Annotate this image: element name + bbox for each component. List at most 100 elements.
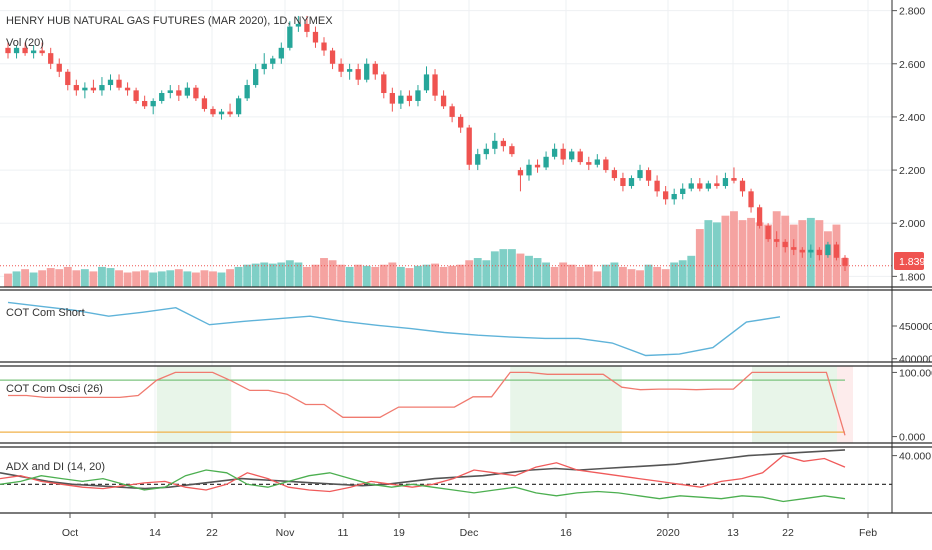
osci-tick-label: 0.000 — [899, 432, 925, 444]
candle-body — [329, 50, 336, 64]
x-tick-label: Oct — [62, 527, 78, 539]
x-tick-label: 14 — [149, 527, 161, 539]
candle-body — [193, 87, 199, 99]
candle-body — [466, 127, 472, 165]
volume-bar — [610, 262, 619, 287]
candle-body — [756, 207, 763, 226]
candle-body — [594, 159, 600, 165]
volume-bar — [738, 220, 747, 287]
candle-body — [287, 26, 293, 48]
x-tick-label: 22 — [206, 527, 218, 539]
volume-bar — [183, 271, 192, 287]
candle-body — [227, 111, 233, 115]
volume-bar — [4, 273, 12, 287]
candle-body — [278, 47, 284, 59]
candle-body — [458, 116, 464, 128]
candle-body — [440, 95, 447, 107]
candle-body — [406, 95, 413, 101]
volume-bar — [396, 266, 405, 287]
volume-bar — [251, 263, 260, 287]
candle-body — [449, 106, 455, 117]
volume-bar — [593, 271, 602, 287]
candle-body — [338, 63, 344, 72]
candle-body — [816, 249, 823, 256]
volume-bar — [422, 264, 431, 287]
x-tick-label: 16 — [560, 527, 572, 539]
volume-bar — [337, 264, 346, 287]
volume-bar — [226, 269, 234, 287]
volume-bar — [21, 269, 30, 287]
volume-bar — [473, 258, 482, 287]
candle-body — [90, 87, 97, 91]
volume-bar — [123, 272, 132, 287]
candle-body — [654, 180, 660, 192]
volume-bar — [405, 268, 414, 287]
volume-bar — [285, 260, 294, 287]
candle-body — [714, 183, 720, 187]
volume-bar — [567, 264, 576, 287]
candle-body — [791, 247, 797, 250]
candle-body — [534, 164, 541, 168]
candle-body — [543, 156, 549, 168]
volume-bar — [772, 211, 781, 287]
candle-body — [483, 148, 489, 155]
x-tick-label: Dec — [460, 527, 479, 539]
x-tick-label: 19 — [393, 527, 405, 539]
volume-bar — [80, 269, 89, 287]
candle-body — [304, 23, 310, 32]
candle-body — [560, 148, 566, 160]
candle-body — [526, 164, 532, 176]
indicator-label-cot-short: COT Com Short — [6, 307, 85, 319]
candle-body — [5, 47, 11, 54]
volume-bar — [704, 220, 713, 287]
volume-bar — [362, 265, 371, 287]
price-tick-label: 2.800 — [899, 6, 925, 18]
candle-body — [364, 63, 370, 80]
volume-bar — [72, 270, 81, 287]
osci-line — [8, 371, 846, 436]
volume-bar — [695, 229, 704, 287]
price-tick-label: 2.000 — [899, 218, 925, 230]
volume-bar — [764, 224, 773, 287]
volume-bar — [106, 268, 115, 287]
cot-short-tick-label: 450000 — [899, 321, 932, 333]
candle-body — [517, 170, 524, 176]
last-price-badge — [894, 252, 924, 270]
candle-body — [210, 108, 216, 115]
highlight-layer — [156, 366, 853, 443]
candle-body — [270, 58, 276, 64]
volume-bar — [678, 260, 687, 287]
candle-body — [577, 151, 583, 163]
x-tick-label: 11 — [338, 527, 349, 539]
candle-body — [842, 257, 848, 266]
candle-body — [116, 79, 122, 88]
volume-bar — [542, 262, 551, 287]
volume-bar — [46, 268, 55, 287]
price-tick-label: 2.600 — [899, 59, 925, 71]
candle-body — [218, 111, 225, 115]
candle-body — [124, 87, 131, 91]
volume-bar — [841, 258, 849, 287]
candle-body — [30, 50, 37, 54]
candle-body — [808, 249, 814, 253]
x-tick-label: 22 — [782, 527, 794, 539]
volume-bar — [687, 255, 696, 287]
candle-body — [662, 191, 669, 200]
candle-body — [99, 85, 105, 91]
candle-body — [500, 140, 507, 147]
candle-body — [731, 178, 737, 181]
candle-body — [774, 239, 780, 242]
volume-bar — [550, 266, 559, 287]
candle-body — [569, 151, 575, 160]
volume-bar — [627, 269, 636, 287]
volume-bar — [12, 271, 21, 287]
volume-bar — [140, 270, 149, 287]
volume-bar — [98, 266, 106, 287]
candle-body — [176, 90, 182, 96]
volume-bar — [431, 263, 439, 287]
volume-bar — [465, 260, 474, 287]
volume-bar — [559, 262, 568, 287]
volume-bar — [302, 266, 311, 287]
price-tick-label: 2.200 — [899, 165, 925, 177]
candle-body — [620, 178, 626, 187]
